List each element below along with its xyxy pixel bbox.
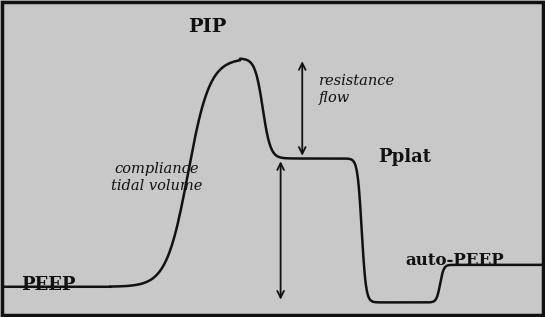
Text: resistance
flow: resistance flow bbox=[318, 74, 395, 105]
Text: PIP: PIP bbox=[189, 18, 227, 36]
Text: compliance
tidal volume: compliance tidal volume bbox=[111, 162, 202, 193]
Text: auto-PEEP: auto-PEEP bbox=[405, 252, 504, 269]
Text: Pplat: Pplat bbox=[378, 148, 431, 166]
Text: PEEP: PEEP bbox=[21, 276, 76, 294]
